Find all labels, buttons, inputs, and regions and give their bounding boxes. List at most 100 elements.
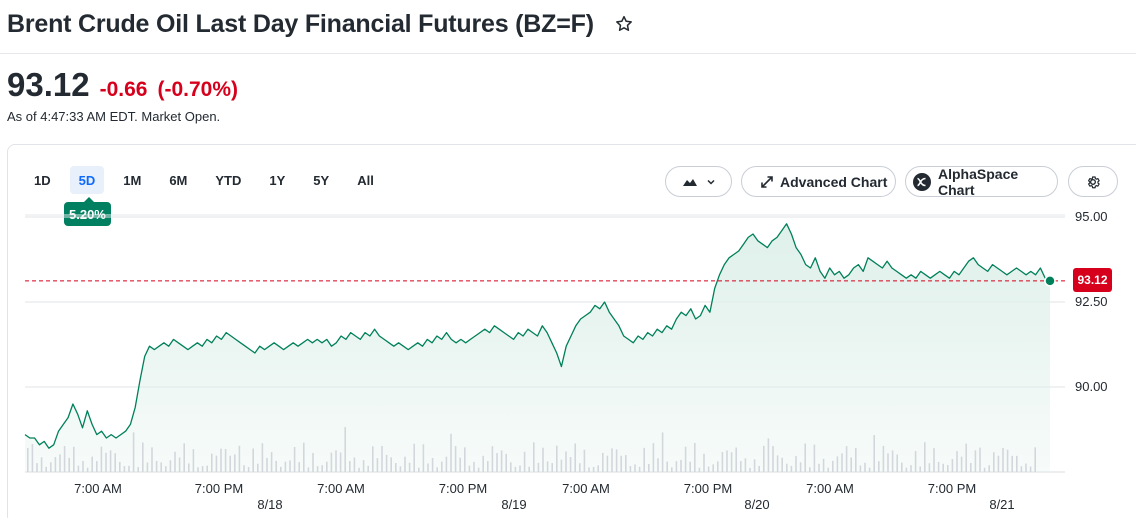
volume-bar: [919, 466, 921, 472]
price-area: [25, 223, 1050, 472]
volume-bar: [707, 466, 710, 472]
volume-bar: [841, 453, 843, 472]
star-outline-icon[interactable]: [614, 14, 634, 34]
volume-bar: [671, 467, 673, 472]
volume-bar: [643, 447, 645, 472]
volume-bar: [142, 442, 144, 472]
range-button-all[interactable]: All: [357, 172, 374, 188]
volume-bar: [735, 447, 737, 472]
volume-bar: [956, 451, 958, 472]
volume-bar: [514, 466, 517, 472]
volume-bar: [542, 447, 544, 472]
volume-bar: [947, 465, 949, 472]
volume-bar: [537, 462, 540, 472]
volume-bar: [367, 465, 369, 472]
volume-bar: [31, 443, 34, 472]
volume-bar: [132, 432, 135, 472]
volume-bar: [395, 463, 397, 472]
x-tick-label: 7:00 PM: [439, 481, 487, 496]
volume-bar: [27, 448, 29, 472]
volume-bar: [151, 447, 153, 472]
alphaspace-chart-button[interactable]: AlphaSpace Chart: [905, 165, 1058, 198]
volume-bar: [717, 461, 719, 472]
volume-bar: [229, 455, 231, 472]
volume-bar: [491, 446, 494, 472]
volume-bar: [436, 467, 438, 472]
volume-bar: [629, 465, 632, 472]
advanced-chart-button[interactable]: Advanced Chart: [741, 166, 896, 197]
volume-bar: [597, 465, 599, 472]
volume-bar: [845, 446, 848, 472]
range-button-ytd[interactable]: YTD: [215, 172, 242, 188]
volume-bar: [615, 449, 618, 472]
settings-button[interactable]: [1068, 166, 1118, 197]
volume-bar: [385, 454, 388, 472]
volume-bar: [183, 443, 185, 472]
volume-bar: [960, 456, 963, 472]
volume-bar: [546, 461, 549, 472]
range-button-6m[interactable]: 6M: [169, 172, 188, 188]
volume-bar: [634, 464, 636, 472]
volume-bar: [772, 446, 774, 472]
volume-bar: [979, 447, 981, 472]
range-button-1y[interactable]: 1Y: [269, 172, 286, 188]
volume-bar: [123, 466, 126, 472]
volume-bar: [36, 463, 38, 472]
volume-bar: [878, 461, 880, 472]
volume-bar: [855, 447, 857, 472]
volume-bar: [215, 455, 218, 472]
range-button-5d[interactable]: 5D: [69, 166, 105, 194]
range-button-5y[interactable]: 5Y: [313, 172, 330, 188]
volume-bar: [289, 460, 291, 472]
volume-bar: [464, 447, 466, 472]
y-tick-label: 90.00: [1075, 379, 1108, 394]
volume-bar: [119, 461, 121, 472]
volume-bar: [753, 459, 756, 472]
volume-bar: [257, 463, 259, 472]
volume-bar: [1002, 448, 1004, 472]
volume-bar: [100, 446, 103, 472]
volume-bar: [220, 448, 222, 472]
volume-bar: [786, 463, 788, 472]
range-button-1d[interactable]: 1D: [34, 172, 51, 188]
alphaspace-logo-icon: [912, 172, 932, 192]
range-selector: 1D 5D 1M 6M YTD 1Y 5Y All: [25, 166, 393, 194]
volume-bar: [776, 455, 779, 472]
volume-bar: [680, 459, 682, 472]
volume-bar: [818, 463, 820, 472]
chevron-down-icon: [706, 177, 716, 187]
volume-bar: [188, 463, 190, 472]
volume-bar: [763, 445, 765, 472]
volume-bar: [901, 462, 903, 472]
volume-bar: [1029, 466, 1032, 472]
x-tick-label: 7:00 AM: [317, 481, 365, 496]
volume-bar: [891, 450, 894, 472]
volume-bar: [275, 460, 277, 472]
volume-bar: [496, 453, 498, 472]
volume-bar: [399, 466, 402, 472]
alphaspace-chart-label: AlphaSpace Chart: [938, 165, 1019, 198]
volume-bar: [606, 455, 609, 472]
volume-bar: [914, 451, 917, 472]
price-line: [24, 223, 1051, 449]
volume-bar: [96, 461, 98, 472]
volume-bar: [468, 465, 471, 472]
volume-bar: [1025, 463, 1027, 472]
volume-bar: [372, 446, 374, 472]
volume-bar: [54, 456, 57, 472]
volume-bar: [243, 465, 245, 472]
volume-bar: [284, 461, 287, 472]
volume-bar: [813, 444, 816, 472]
volume-bar: [887, 453, 889, 472]
volume-bar: [339, 452, 342, 472]
chart-type-button[interactable]: [665, 166, 732, 197]
chart-panel: [7, 144, 1136, 518]
x-tick-label: 7:00 PM: [928, 481, 976, 496]
volume-bar: [362, 460, 365, 472]
volume-bar: [211, 453, 213, 472]
volume-bar: [698, 467, 701, 472]
volume-bar: [114, 453, 116, 472]
volume-bar: [450, 433, 452, 472]
range-button-1m[interactable]: 1M: [123, 172, 142, 188]
